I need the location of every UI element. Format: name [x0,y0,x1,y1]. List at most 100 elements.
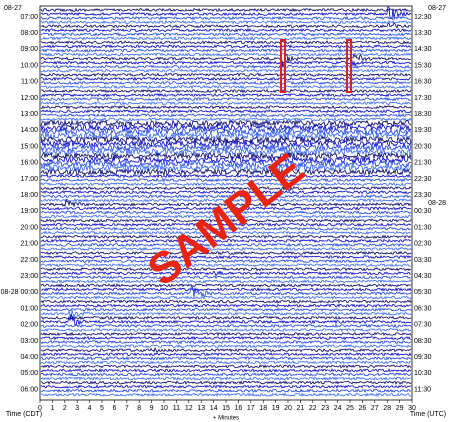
y-tick-label: 02:00 [20,322,38,329]
y-tick-label-right: 07:30 [414,322,432,329]
y-tick-label-right: 03:30 [414,257,432,264]
trace [40,392,412,397]
trace [41,287,412,292]
trace [40,131,412,140]
y-tick-label: 06:00 [20,386,38,393]
trace [40,258,412,264]
y-tick-label: 17:00 [20,176,38,183]
trace [40,163,412,173]
trace [40,323,412,329]
trace [40,135,412,144]
trace [40,48,412,53]
trace [40,123,412,132]
x-axis-label: + Minutes [213,416,239,422]
trace [41,343,412,349]
trace [40,242,412,248]
trace [40,368,411,373]
y-tick-label-right: 17:30 [414,95,432,102]
trace [40,372,412,377]
trace [40,309,412,320]
trace [40,234,412,240]
x-tick-label: 21 [297,405,305,412]
x-tick-label: 13 [197,405,205,412]
y-tick-label: 22:00 [20,257,38,264]
x-tick-label: 26 [359,405,367,412]
trace [40,315,412,321]
y-tick-label: 12:00 [20,95,38,102]
y-tick-label-right: 10:30 [414,370,432,377]
trace [40,72,412,77]
trace [40,295,412,300]
x-tick-label: 23 [321,405,329,412]
trace [40,19,412,25]
trace [41,59,412,68]
trace [40,214,412,219]
trace [40,143,412,152]
x-tick-label: 14 [210,405,218,412]
y-tick-label-right: 14:30 [414,46,432,53]
y-tick-label: 09:00 [20,46,38,53]
trace [40,299,412,304]
x-tick-label: 28 [383,405,391,412]
trace [40,263,412,268]
x-tick-label: 25 [346,405,354,412]
trace [40,167,412,177]
trace [40,80,412,85]
trace [40,52,412,57]
y-tick-label-right: 05:30 [414,289,432,296]
x-tick-label: 16 [235,405,243,412]
trace [40,5,412,20]
trace [40,84,412,90]
y-tick-label: 05:00 [20,370,38,377]
trace [40,279,412,284]
trace [40,355,412,361]
x-tick-label: 17 [247,405,255,412]
x-tick-label: 12 [185,405,193,412]
trace [40,266,412,272]
trace [40,44,412,49]
trace [40,376,412,381]
trace [40,303,412,308]
x-tick-label: 2 [63,405,67,412]
y-tick-label-right: 01:30 [414,224,432,231]
y-tick-label-right: 09:30 [414,354,432,361]
y-tick-label: 21:00 [20,241,38,248]
y-tick-label: 19:00 [20,208,38,215]
trace [40,105,412,110]
trace [40,218,412,223]
x-tick-label: 11 [173,405,180,412]
x-tick-label: 29 [396,405,404,412]
x-tick-label: 6 [112,405,116,412]
trace [40,139,412,148]
x-tick-label: 19 [272,405,280,412]
y-tick-label-right: 21:30 [414,160,432,167]
x-tick-label: 24 [334,405,342,412]
trace [40,198,412,203]
y-tick-label: 16:00 [20,160,38,167]
trace [40,27,412,33]
y-tick-label: 10:00 [20,62,38,69]
trace [40,250,412,256]
trace [40,269,412,277]
trace [40,246,412,252]
trace [40,151,412,160]
trace [40,254,412,260]
trace [40,68,412,73]
event-marker [280,39,286,93]
x-tick-label: 22 [309,405,317,412]
trace [40,222,412,227]
x-tick-label: 7 [125,405,129,412]
trace [40,76,412,82]
trace [40,15,412,21]
trace [40,283,412,288]
trace [40,352,412,357]
x-tick-label: 9 [150,405,154,412]
trace [40,307,412,312]
trace [40,7,412,13]
y-tick-label: 13:00 [20,111,38,118]
trace [40,36,412,41]
trace [40,112,412,118]
x-tick-label: 30 [408,405,416,412]
trace [40,364,412,369]
y-tick-label-right: 15:30 [414,62,432,69]
